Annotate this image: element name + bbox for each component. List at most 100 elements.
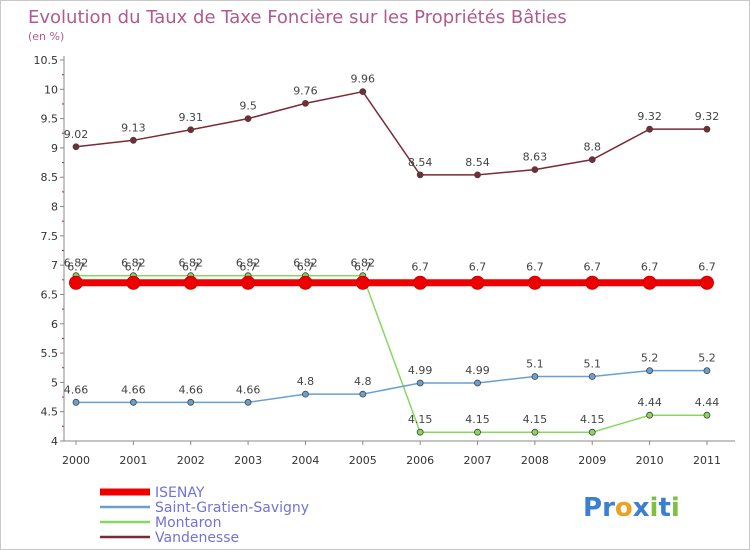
data-label-saint-gratien-savigny: 5.2 <box>698 352 716 365</box>
data-label-vandenesse: 8.54 <box>465 156 490 169</box>
data-label-isenay: 6.7 <box>239 261 257 274</box>
data-point-vandenesse <box>187 126 195 134</box>
series-line-vandenesse <box>75 90 707 176</box>
x-tick-label: 2006 <box>406 454 434 467</box>
y-tick-label: 9.5 <box>41 113 59 126</box>
data-point-vandenesse <box>588 156 596 164</box>
data-point-isenay <box>126 275 141 290</box>
data-label-isenay: 6.7 <box>411 261 429 274</box>
y-tick-label: 6 <box>51 318 58 331</box>
data-label-saint-gratien-savigny: 4.99 <box>465 364 490 377</box>
data-label-montaron: 6.82 <box>178 257 203 270</box>
data-point-isenay <box>470 275 485 290</box>
data-label-vandenesse: 9.32 <box>637 110 662 123</box>
data-label-vandenesse: 9.13 <box>121 121 146 134</box>
data-point-saint-gratien-savigny <box>359 390 367 398</box>
legend: ISENAYSaint-Gratien-SavignyMontaronVande… <box>100 485 309 546</box>
y-tick-label: 4.5 <box>41 406 59 419</box>
data-point-isenay <box>699 275 714 290</box>
data-label-isenay: 6.7 <box>354 261 372 274</box>
logo-letter: P <box>583 493 602 523</box>
legend-label-vandenesse: Vandenesse <box>155 530 239 546</box>
data-label-saint-gratien-savigny: 5.1 <box>583 358 601 371</box>
data-point-vandenesse <box>72 143 80 151</box>
data-label-vandenesse: 8.8 <box>583 141 601 154</box>
x-axis-ticks: 2000 2001 2002 2003 2004 2005 2006 2007 2008 2009… <box>62 441 721 467</box>
data-point-isenay <box>69 275 83 290</box>
data-label-saint-gratien-savigny: 4.66 <box>178 383 203 396</box>
data-point-isenay <box>298 275 313 290</box>
data-label-vandenesse: 9.02 <box>64 128 89 141</box>
data-point-vandenesse <box>474 171 481 179</box>
y-axis-ticks: 4 4.5 5 5.5 6 6.5 7 7.5 8 8.5 9 9.5 10 10.5 <box>34 54 64 448</box>
y-tick-label: 7 <box>51 259 58 272</box>
x-tick-label: 2000 <box>62 454 90 467</box>
y-tick-label: 5.5 <box>41 347 59 360</box>
data-label-montaron: 6.82 <box>236 257 261 270</box>
y-tick-label: 6.5 <box>41 288 59 301</box>
data-point-vandenesse <box>531 166 539 174</box>
data-point-saint-gratien-savigny <box>302 390 309 398</box>
data-point-montaron <box>646 411 653 419</box>
data-point-saint-gratien-savigny <box>531 373 539 380</box>
axes <box>63 56 735 442</box>
data-point-saint-gratien-savigny <box>244 398 252 406</box>
data-label-isenay: 6.7 <box>583 261 601 274</box>
data-point-saint-gratien-savigny <box>703 367 711 375</box>
data-point-montaron <box>588 428 596 436</box>
data-label-saint-gratien-savigny: 4.66 <box>236 383 261 396</box>
data-point-saint-gratien-savigny <box>129 398 137 406</box>
x-tick-label: 2010 <box>636 454 664 467</box>
data-label-isenay: 6.7 <box>182 261 200 274</box>
data-point-isenay <box>183 275 198 290</box>
data-point-vandenesse <box>703 125 711 133</box>
logo-letter: t <box>658 493 670 523</box>
data-point-saint-gratien-savigny <box>588 373 596 380</box>
series-lines <box>69 88 714 436</box>
legend-label-montaron: Montaron <box>155 515 221 531</box>
data-point-montaron <box>703 411 711 419</box>
data-label-saint-gratien-savigny: 4.8 <box>297 375 315 388</box>
series-line-montaron <box>76 274 707 433</box>
data-label-isenay: 6.7 <box>641 261 659 274</box>
data-label-isenay: 6.7 <box>469 261 487 274</box>
data-label-montaron: 6.82 <box>64 257 89 270</box>
x-tick-label: 2007 <box>464 454 492 467</box>
data-point-vandenesse <box>244 115 252 123</box>
logo-letter: x <box>633 493 650 523</box>
logo-letter: o <box>615 493 633 523</box>
data-label-isenay: 6.7 <box>67 261 85 274</box>
data-label-montaron: 4.15 <box>408 413 433 426</box>
data-label-montaron: 4.15 <box>580 413 605 426</box>
data-label-isenay: 6.7 <box>698 261 716 274</box>
y-tick-label: 7.5 <box>41 230 59 243</box>
data-point-vandenesse <box>416 171 424 179</box>
y-tick-label: 9 <box>51 142 58 155</box>
x-tick-label: 2002 <box>177 454 205 467</box>
data-point-vandenesse <box>129 136 137 144</box>
data-label-vandenesse: 8.54 <box>408 156 433 169</box>
data-label-isenay: 6.7 <box>297 261 315 274</box>
data-label-vandenesse: 9.76 <box>293 84 318 97</box>
data-label-isenay: 6.7 <box>526 261 544 274</box>
y-tick-label: 10 <box>44 83 58 96</box>
data-label-saint-gratien-savigny: 4.99 <box>408 364 433 377</box>
data-point-vandenesse <box>359 88 367 96</box>
data-label-montaron: 4.15 <box>523 413 548 426</box>
data-label-saint-gratien-savigny: 4.66 <box>64 383 89 396</box>
y-tick-label: 5 <box>51 376 58 389</box>
data-point-saint-gratien-savigny <box>72 398 80 406</box>
data-point-montaron <box>474 428 481 436</box>
x-tick-label: 2001 <box>119 454 147 467</box>
data-point-isenay <box>241 275 256 290</box>
logo-text: Proxiti <box>583 493 680 523</box>
data-point-saint-gratien-savigny <box>416 379 424 387</box>
data-label-vandenesse: 9.96 <box>351 73 376 86</box>
data-point-isenay <box>642 275 657 290</box>
y-tick-label: 4 <box>51 435 58 448</box>
data-point-vandenesse <box>646 125 653 133</box>
legend-label-isenay: ISENAY <box>155 485 205 501</box>
y-tick-label: 10.5 <box>34 54 59 67</box>
data-label-montaron: 6.82 <box>351 257 376 270</box>
